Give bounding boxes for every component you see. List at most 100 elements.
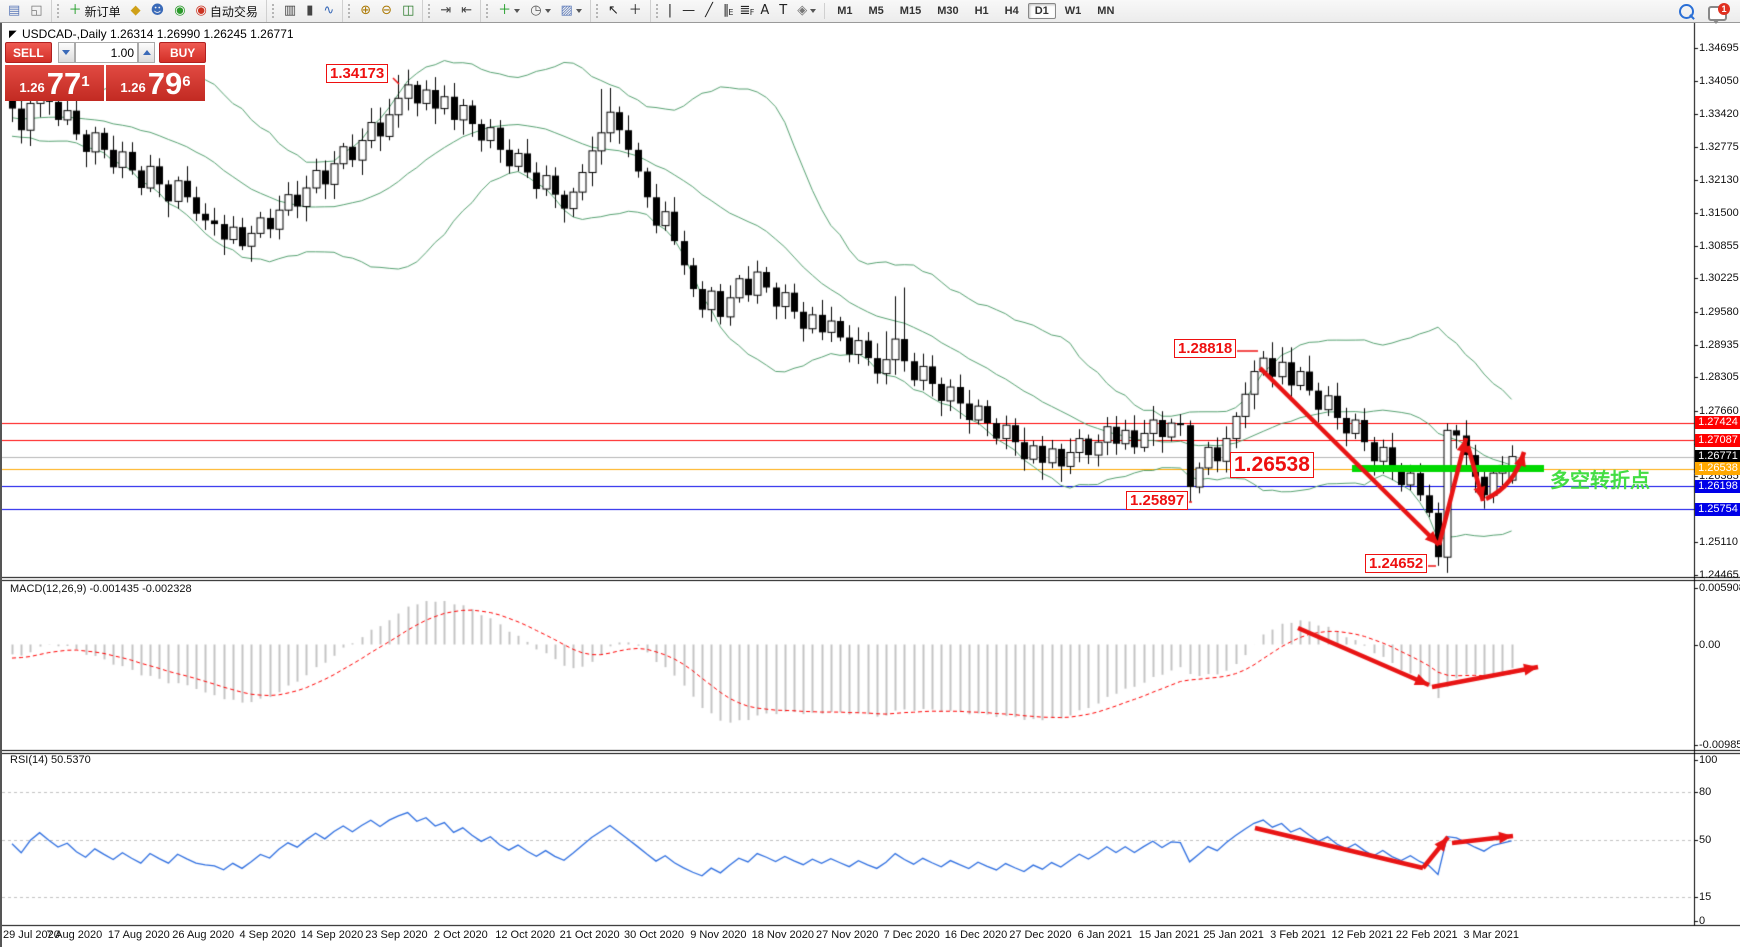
search-icon[interactable] — [1679, 3, 1694, 19]
time-axis-label[interactable]: 3 Mar 2021 — [1463, 929, 1520, 941]
timeframe-m15[interactable]: M15 — [899, 5, 922, 17]
volume-decrease-button[interactable] — [57, 42, 75, 63]
fibonacci-button[interactable]: ≣ F — [735, 1, 754, 21]
time-axis-label[interactable]: 3 Feb 2021 — [1270, 929, 1326, 941]
time-axis-label[interactable]: 16 Dec 2020 — [944, 929, 1008, 941]
time-axis-label[interactable]: 21 Oct 2020 — [559, 929, 620, 941]
time-axis-label[interactable]: 27 Nov 2020 — [815, 929, 879, 941]
time-axis-label[interactable]: 7 Aug 2020 — [46, 929, 103, 941]
crosshair-button[interactable]: ＋ — [625, 1, 646, 21]
timeframe-m30[interactable]: M30 — [937, 5, 959, 17]
time-axis-label[interactable]: 15 Jan 2021 — [1138, 929, 1200, 941]
indicators-button[interactable]: ＋ — [494, 1, 524, 21]
price-axis-label[interactable]: 1.34695 — [1699, 42, 1739, 54]
periods-button[interactable]: ◷ — [526, 1, 554, 21]
navigator-button[interactable]: ☻ — [147, 1, 169, 21]
time-axis-label[interactable]: 9 Nov 2020 — [690, 929, 747, 941]
time-axis-label[interactable]: 22 Feb 2021 — [1395, 929, 1458, 941]
bar-chart-button[interactable]: ▥ — [280, 1, 300, 21]
signals-button[interactable]: ◉ — [170, 1, 189, 21]
time-axis-label[interactable]: 7 Dec 2020 — [883, 929, 940, 941]
rsi-axis-label[interactable]: 100 — [1699, 754, 1718, 766]
tile-windows-button[interactable]: ◫ — [398, 1, 418, 21]
price-axis-label[interactable]: 1.28305 — [1699, 371, 1739, 384]
macd-axis-label[interactable]: 0.005908 — [1699, 581, 1740, 594]
auto-scroll-button[interactable]: ⇤ — [457, 1, 476, 21]
channel-button[interactable]: ∥ E — [719, 1, 734, 21]
chat-button[interactable]: 1 — [1708, 2, 1732, 24]
time-axis-label[interactable]: 12 Oct 2020 — [495, 929, 556, 941]
vline-button[interactable]: | — [664, 1, 676, 21]
price-axis-label[interactable]: 1.31500 — [1699, 206, 1739, 219]
shapes-button[interactable]: ◈ — [793, 1, 820, 21]
cursor-button[interactable]: ↖ — [604, 1, 623, 21]
trendline-button[interactable]: ╱ — [701, 1, 717, 21]
time-axis-label[interactable]: 17 Aug 2020 — [107, 929, 170, 941]
new-order-button[interactable]: ＋新订单 — [65, 1, 125, 21]
zoom-out-button[interactable]: ⊖ — [377, 1, 396, 21]
bull-bear-turning-point-note: 多空转折点 — [1550, 468, 1650, 492]
timeframe-mn[interactable]: MN — [1097, 5, 1115, 17]
autotrade-button[interactable]: ◉ 自动交易 — [192, 1, 262, 21]
time-axis-label[interactable]: 25 Jan 2021 — [1203, 929, 1264, 941]
time-axis-label[interactable]: 4 Sep 2020 — [239, 929, 296, 941]
time-axis-label[interactable]: 27 Dec 2020 — [1009, 929, 1072, 941]
time-axis-label[interactable]: 14 Sep 2020 — [300, 929, 364, 941]
timeframe-m5[interactable]: M5 — [868, 5, 884, 17]
volume-increase-button[interactable] — [138, 42, 156, 63]
time-axis-label[interactable]: 6 Jan 2021 — [1077, 929, 1133, 941]
rsi-axis-label[interactable]: 50 — [1699, 834, 1712, 847]
text-button[interactable]: A — [756, 1, 773, 21]
time-axis-label[interactable]: 2 Oct 2020 — [433, 929, 488, 941]
time-axis-label[interactable]: 30 Oct 2020 — [624, 929, 684, 941]
price-axis-label[interactable]: 1.29580 — [1699, 305, 1739, 318]
time-axis-label[interactable]: 12 Feb 2021 — [1331, 929, 1394, 941]
timeframe-d1[interactable]: D1 — [1027, 3, 1056, 19]
price-axis-label[interactable]: 1.27660 — [1699, 404, 1739, 417]
price-axis-label[interactable]: 1.32130 — [1699, 174, 1739, 187]
timeframe-h4[interactable]: H4 — [1004, 5, 1019, 17]
templates-button[interactable]: ▨ — [557, 1, 586, 21]
time-axis-label[interactable]: 18 Nov 2020 — [751, 929, 814, 941]
volume-input[interactable] — [75, 42, 138, 63]
market-watch-button[interactable]: ◆ — [127, 1, 145, 21]
buy-price-panel[interactable]: 1.26 79 6 — [106, 65, 205, 101]
timeframe-m1[interactable]: M1 — [837, 5, 853, 17]
price-axis-label[interactable]: 1.30855 — [1699, 239, 1739, 252]
zoom-in-button[interactable]: ⊕ — [356, 1, 375, 21]
panels-button[interactable]: ▤ — [4, 1, 24, 21]
zoom-window-button[interactable]: ◱ — [26, 1, 46, 21]
text-label-button[interactable]: T — [775, 1, 791, 21]
time-axis-label[interactable]: 29 Jul 2020 — [3, 929, 60, 941]
rsi-axis-label[interactable]: 15 — [1699, 890, 1712, 903]
time-axis-label[interactable]: 26 Aug 2020 — [172, 929, 235, 941]
price-axis-label[interactable]: 1.24465 — [1699, 569, 1739, 582]
price-axis-label[interactable]: 1.25110 — [1699, 536, 1738, 549]
chart-collapse-icon[interactable]: ◤ — [9, 29, 17, 40]
price-axis-label[interactable]: 1.30225 — [1699, 272, 1739, 285]
price-axis-label[interactable]: 1.28935 — [1699, 338, 1739, 351]
candle-chart-button[interactable]: ▮ — [302, 1, 317, 21]
time-axis-label[interactable]: 23 Sep 2020 — [365, 929, 428, 941]
sell-button[interactable]: SELL — [5, 42, 52, 63]
price-axis-label[interactable]: 1.33420 — [1699, 107, 1739, 120]
hline-button[interactable]: — — [678, 1, 699, 21]
chart-shift-button[interactable]: ⇥ — [436, 1, 455, 21]
timeframe-h1[interactable]: H1 — [974, 5, 989, 17]
buy-button[interactable]: BUY — [159, 42, 206, 63]
chart-canvas[interactable] — [2, 22, 1740, 947]
timeframe-w1[interactable]: W1 — [1064, 5, 1082, 17]
rsi-axis-label[interactable]: 80 — [1699, 786, 1712, 799]
sell-price-panel[interactable]: 1.26 77 1 — [5, 65, 104, 101]
chevron-down-icon[interactable] — [514, 9, 521, 13]
line-chart-button[interactable]: ∿ — [319, 1, 338, 21]
down-arrow-icon — [62, 50, 71, 55]
price-axis-label[interactable]: 1.32775 — [1699, 140, 1739, 153]
rsi-axis-label[interactable]: 0 — [1699, 914, 1706, 927]
macd-axis-label[interactable]: 0.00 — [1699, 638, 1721, 651]
chevron-down-icon[interactable] — [544, 9, 551, 13]
chevron-down-icon[interactable] — [575, 9, 582, 13]
price-axis-label[interactable]: 1.34050 — [1699, 75, 1739, 88]
chevron-down-icon[interactable] — [810, 9, 817, 13]
